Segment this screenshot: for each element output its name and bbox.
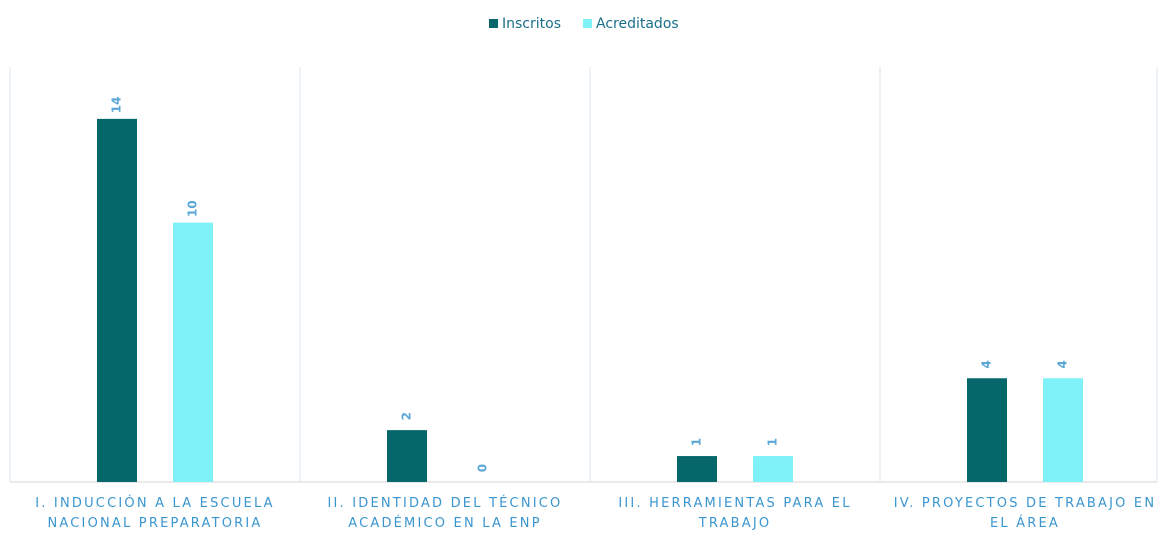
bar [677, 456, 717, 482]
legend-label: Acreditados [596, 16, 679, 32]
bar [97, 118, 137, 482]
bar [1043, 378, 1083, 482]
value-label: 0 [476, 464, 490, 472]
legend-swatch [489, 19, 498, 28]
value-label: 2 [400, 412, 414, 420]
x-tick-label: IV. PROYECTOS DE TRABAJO EN EL ÁREA [893, 496, 1157, 531]
x-tick-label: I. INDUCCIÓN A LA ESCUELA NACIONAL PREPA… [35, 496, 275, 531]
bar [967, 378, 1007, 482]
bar [753, 456, 793, 482]
x-tick-label: II. IDENTIDAD DEL TÉCNICO ACADÉMICO EN L… [327, 496, 563, 531]
value-label: 14 [110, 97, 124, 114]
bar [173, 222, 213, 482]
value-label: 1 [766, 438, 780, 446]
value-label: 1 [690, 438, 704, 446]
legend-label: Inscritos [502, 16, 561, 32]
bar [387, 430, 427, 482]
value-label: 4 [1056, 360, 1070, 368]
x-tick-label: III. HERRAMIENTAS PARA EL TRABAJO [618, 496, 852, 531]
value-label: 4 [980, 360, 994, 368]
value-label: 10 [186, 200, 200, 217]
legend-swatch [583, 19, 592, 28]
